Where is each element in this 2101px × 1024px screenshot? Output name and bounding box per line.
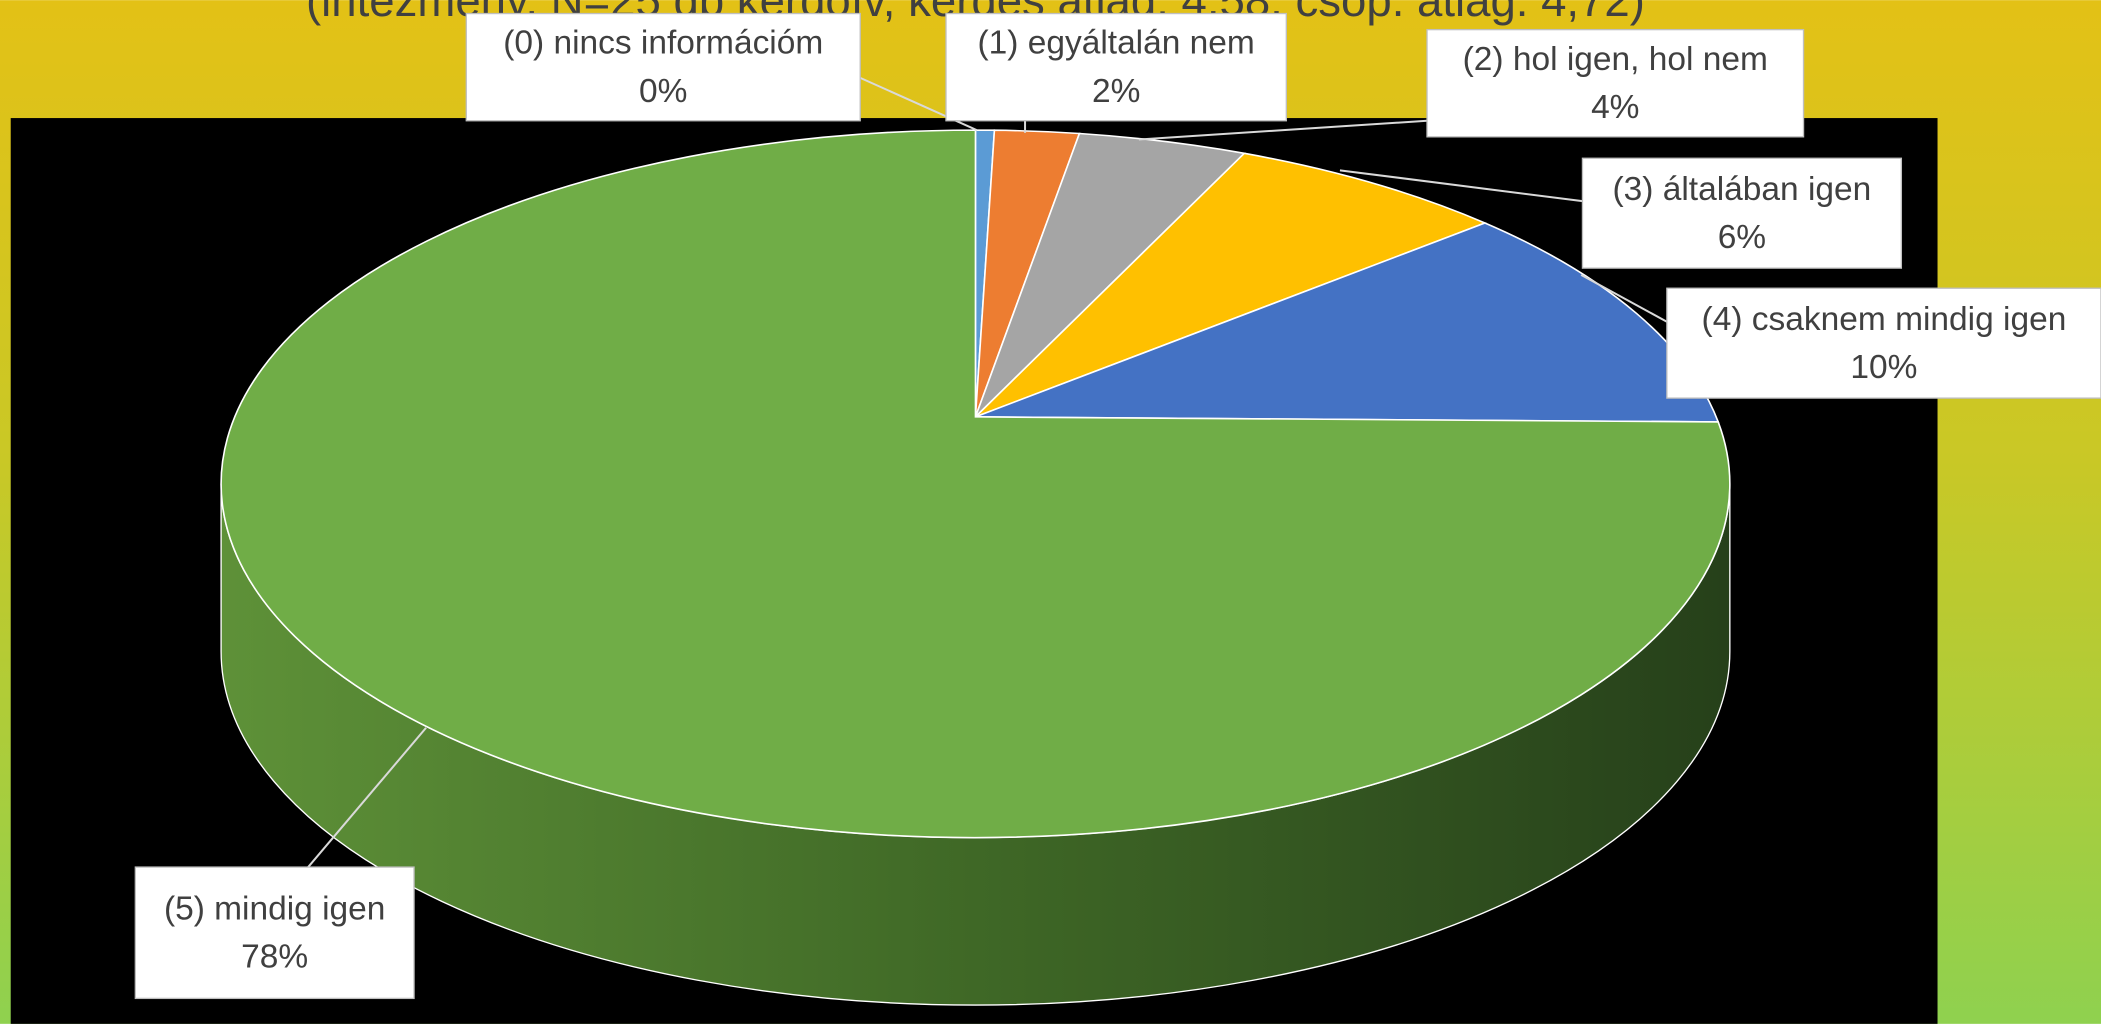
label-box bbox=[1581, 157, 1903, 269]
label-value: 78% bbox=[241, 939, 308, 976]
slice bbox=[974, 152, 1488, 418]
label-name: (1) egyáltalán nem bbox=[977, 25, 1254, 62]
label-name: (4) csaknem mindig igen bbox=[1702, 301, 2067, 338]
label-name: (5) mindig igen bbox=[164, 890, 385, 927]
leader-line bbox=[1138, 119, 1428, 141]
label-name: (2) hol igen, hol nem bbox=[1463, 41, 1768, 78]
label-box bbox=[134, 866, 415, 1000]
label-value: 2% bbox=[1092, 73, 1140, 110]
slice bbox=[220, 129, 1731, 839]
label-box bbox=[945, 12, 1287, 122]
label-value: 10% bbox=[1850, 349, 1917, 386]
label-name: (0) nincs információm bbox=[503, 25, 823, 62]
leader-line bbox=[307, 727, 427, 868]
pie-tops bbox=[220, 129, 1731, 839]
label-value: 6% bbox=[1718, 219, 1766, 256]
label-box bbox=[1426, 28, 1805, 138]
label-box bbox=[465, 12, 861, 122]
label-name: (3) általában igen bbox=[1613, 171, 1872, 208]
label-value: 4% bbox=[1591, 89, 1639, 126]
leader-line bbox=[1580, 273, 1668, 323]
label-value: 0% bbox=[639, 73, 687, 110]
leader-line bbox=[1339, 169, 1583, 203]
label-box bbox=[1666, 287, 2101, 399]
data-labels: (0) nincs információm 0% (1) egyáltalán ne… bbox=[134, 12, 2101, 1000]
